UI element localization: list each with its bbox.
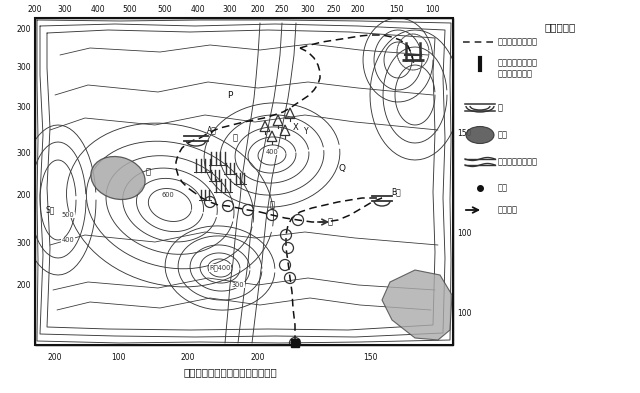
Text: Y: Y (304, 127, 308, 136)
Text: 記号の約束: 記号の約束 (545, 22, 575, 32)
Text: 200: 200 (180, 353, 195, 362)
Text: 200: 200 (17, 26, 31, 35)
Polygon shape (382, 270, 452, 340)
Text: 地点: 地点 (498, 184, 508, 193)
Text: 400: 400 (91, 5, 106, 14)
Text: 200: 200 (351, 5, 365, 14)
Text: 300: 300 (17, 239, 31, 248)
Text: 150: 150 (388, 5, 403, 14)
Text: 300: 300 (223, 5, 237, 14)
Text: 100: 100 (457, 228, 472, 237)
Text: 500: 500 (157, 5, 172, 14)
Text: 300: 300 (232, 282, 244, 288)
Text: 図　慶子さんのハイキングコース: 図 慶子さんのハイキングコース (183, 367, 277, 377)
Text: ハイキングコース: ハイキングコース (498, 59, 538, 68)
Text: 400: 400 (61, 237, 74, 243)
Text: 200: 200 (251, 5, 265, 14)
Text: 300: 300 (301, 5, 316, 14)
Text: 200: 200 (28, 5, 42, 14)
Text: ウ: ウ (145, 167, 150, 176)
Text: 100: 100 (457, 309, 472, 318)
Text: 橋: 橋 (498, 103, 503, 112)
Text: 300: 300 (17, 103, 31, 112)
Text: 200: 200 (48, 353, 62, 362)
Text: Q: Q (339, 163, 346, 173)
Text: 250: 250 (275, 5, 289, 14)
Text: の区間の区切り: の区間の区切り (498, 70, 533, 79)
Text: 600: 600 (162, 192, 174, 198)
Text: 200: 200 (251, 353, 265, 362)
Text: 500: 500 (123, 5, 138, 14)
Text: 500: 500 (61, 212, 74, 218)
Text: エ: エ (232, 134, 237, 143)
Ellipse shape (91, 156, 145, 200)
Bar (35, 18, 453, 345)
Text: 200: 200 (17, 281, 31, 290)
Text: A橋: A橋 (207, 125, 217, 134)
Ellipse shape (466, 127, 494, 143)
Text: 水面: 水面 (498, 130, 508, 140)
Text: 150: 150 (457, 129, 472, 138)
Text: 自動車が通る道路: 自動車が通る道路 (498, 158, 538, 167)
Bar (35, 18, 453, 345)
Text: イ: イ (269, 200, 275, 209)
Text: B橋: B橋 (391, 187, 401, 196)
Text: X: X (293, 123, 299, 132)
Text: 300: 300 (17, 149, 31, 158)
Text: 100: 100 (111, 353, 125, 362)
Text: 進行方向: 進行方向 (498, 206, 518, 215)
Text: 100: 100 (425, 5, 439, 14)
Bar (291, 339, 299, 347)
Text: 300: 300 (17, 64, 31, 72)
Text: 400: 400 (266, 149, 278, 155)
Text: ハイキングコース: ハイキングコース (498, 37, 538, 46)
Text: R・400: R・400 (209, 265, 230, 271)
Text: ア: ア (328, 217, 333, 226)
Text: 300: 300 (58, 5, 72, 14)
Text: 250: 250 (327, 5, 341, 14)
Text: 200: 200 (17, 191, 31, 200)
Text: 150: 150 (363, 353, 377, 362)
Text: P: P (227, 90, 233, 99)
Text: S・: S・ (45, 206, 54, 215)
Text: 400: 400 (191, 5, 205, 14)
